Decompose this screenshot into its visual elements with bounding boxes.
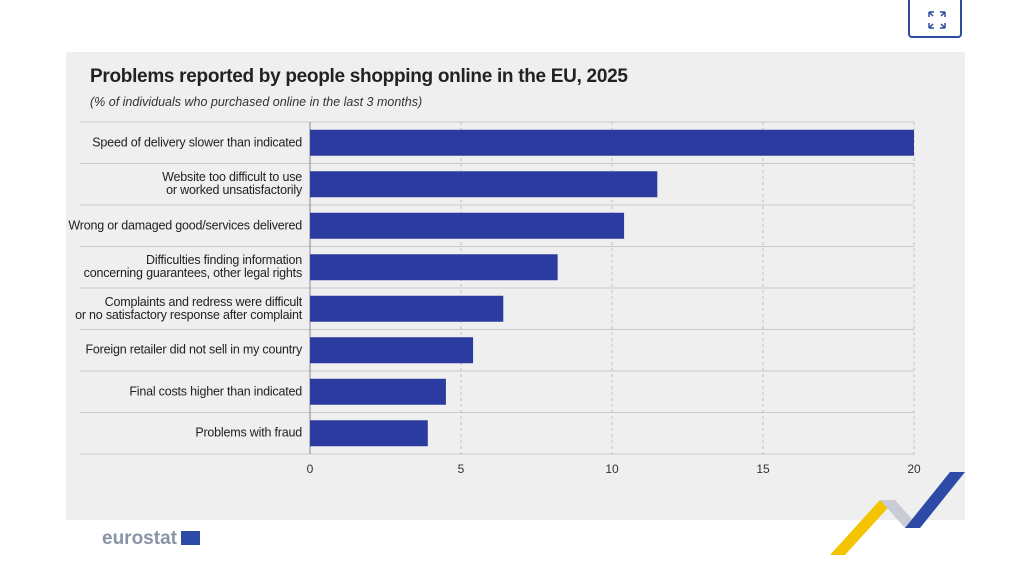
x-tick-label: 10 bbox=[605, 462, 619, 476]
brand-logo: eurostat bbox=[102, 528, 177, 549]
expand-button[interactable] bbox=[908, 0, 962, 38]
bar bbox=[310, 212, 625, 239]
category-label: Speed of delivery slower than indicated bbox=[92, 135, 302, 150]
x-tick-label: 5 bbox=[458, 462, 465, 476]
bar bbox=[310, 378, 446, 405]
expand-icon bbox=[928, 11, 946, 29]
category-label: Complaints and redress were difficult or… bbox=[75, 294, 302, 322]
bar bbox=[310, 295, 504, 322]
bar bbox=[310, 337, 474, 364]
category-label: Problems with fraud bbox=[195, 425, 302, 440]
bar bbox=[310, 129, 914, 156]
x-tick-label: 20 bbox=[907, 462, 921, 476]
decoration bbox=[905, 472, 965, 528]
x-tick-label: 0 bbox=[307, 462, 314, 476]
bar bbox=[310, 420, 428, 447]
x-tick-label: 15 bbox=[756, 462, 770, 476]
flag-icon bbox=[181, 531, 200, 545]
chart-title: Problems reported by people shopping onl… bbox=[90, 66, 628, 87]
decoration bbox=[830, 500, 895, 555]
bar bbox=[310, 254, 558, 281]
category-label: Difficulties finding information concern… bbox=[83, 253, 303, 281]
decoration bbox=[880, 500, 920, 528]
bar bbox=[310, 171, 658, 198]
category-label: Final costs higher than indicated bbox=[129, 384, 302, 399]
chart-subtitle: (% of individuals who purchased online i… bbox=[90, 95, 423, 109]
category-label: Foreign retailer did not sell in my coun… bbox=[85, 342, 303, 357]
category-label: Website too difficult to use or worked u… bbox=[162, 170, 302, 198]
category-label: Wrong or damaged good/services delivered bbox=[68, 218, 302, 233]
